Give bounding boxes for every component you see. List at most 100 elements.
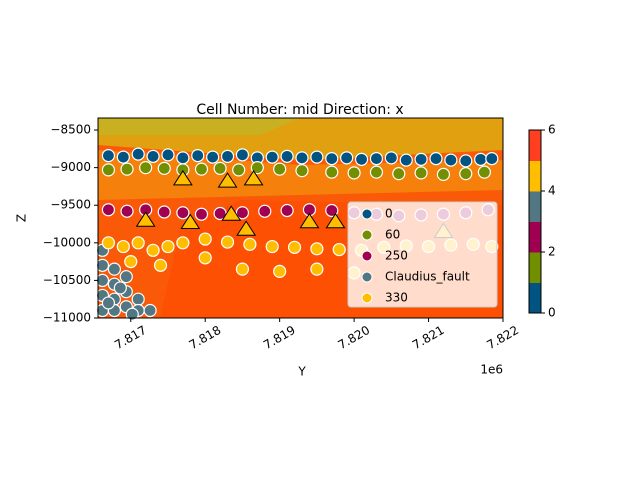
orientation (325, 212, 346, 229)
legend-marker (361, 208, 373, 220)
point (485, 152, 499, 166)
point (325, 152, 339, 166)
point (176, 236, 190, 250)
point (101, 203, 116, 217)
colorbar-segment (529, 191, 541, 222)
colorbar-tick-label: 0 (548, 306, 556, 320)
point (459, 167, 473, 181)
point (399, 153, 413, 167)
point (131, 147, 145, 161)
point (157, 161, 171, 175)
orientation (135, 211, 156, 227)
point (131, 236, 145, 250)
colorbar-tick-label: 6 (548, 123, 556, 137)
x-tick-label: 7.821 (410, 323, 447, 352)
point (139, 161, 153, 175)
point (332, 242, 346, 257)
orientation (180, 213, 201, 230)
chart-title: Cell Number: mid Direction: x (196, 102, 403, 118)
point (95, 258, 110, 272)
colorbar-segment (529, 282, 541, 314)
point (107, 262, 121, 276)
colorbar-tick-label: 4 (548, 184, 556, 198)
orientation (221, 205, 242, 221)
colorbar-segment (529, 252, 541, 283)
x-tick-label: 7.820 (335, 323, 372, 352)
point (273, 162, 287, 176)
point (220, 149, 235, 163)
point (198, 251, 212, 265)
point (310, 262, 324, 276)
point (243, 237, 257, 251)
point (176, 206, 190, 220)
point (287, 240, 302, 254)
x-tick-label: 7.817 (112, 323, 149, 352)
point (340, 151, 354, 165)
point (325, 203, 339, 218)
point (310, 242, 324, 256)
x-tick-label: 7.822 (484, 323, 521, 352)
point (429, 152, 443, 166)
point (369, 165, 384, 179)
point (384, 151, 398, 165)
point (194, 162, 209, 176)
point (477, 165, 491, 179)
point (414, 166, 428, 180)
orientation (236, 220, 257, 236)
point (113, 281, 127, 295)
point (273, 264, 287, 278)
point (280, 149, 294, 163)
legend-marker (361, 229, 373, 241)
orientation (217, 172, 238, 188)
x-offset-text: 1e6 (480, 363, 503, 377)
point (474, 152, 488, 166)
point (191, 148, 205, 163)
point (235, 148, 250, 162)
orientation (172, 169, 193, 186)
colorbar-tick-label: 2 (548, 245, 556, 259)
point (295, 151, 309, 165)
point (101, 148, 116, 163)
point (459, 154, 473, 168)
point (143, 303, 157, 318)
point (436, 167, 451, 181)
point (124, 255, 138, 269)
point (310, 150, 324, 164)
point (176, 151, 190, 165)
y-tick-label: −8500 (50, 123, 91, 137)
y-tick-label: −10000 (43, 235, 91, 249)
point (120, 204, 134, 218)
point (116, 239, 130, 254)
point (206, 150, 220, 164)
point (194, 207, 209, 221)
colorbar-segment (529, 160, 541, 192)
legend-box (347, 201, 498, 308)
point (250, 161, 264, 175)
x-tick-label: 7.819 (261, 323, 298, 352)
legend-marker (361, 292, 373, 304)
point (161, 239, 175, 254)
point (232, 163, 246, 177)
y-axis-label: Z (15, 214, 29, 222)
point (220, 235, 235, 249)
orientation (243, 169, 264, 186)
point (280, 203, 294, 218)
x-tick-label: 7.818 (187, 323, 224, 352)
point (161, 148, 175, 162)
point (354, 152, 369, 166)
legend-marker (361, 250, 373, 262)
colorbar-segment (529, 130, 541, 161)
colorbar-segment (529, 221, 541, 253)
point (101, 236, 116, 250)
orientation (299, 212, 320, 229)
point (101, 296, 116, 310)
point (265, 150, 279, 164)
point (295, 164, 309, 178)
point (119, 270, 133, 284)
point (265, 239, 279, 254)
point (153, 258, 168, 272)
colorbar-frame (528, 129, 542, 314)
point (146, 243, 160, 257)
point (198, 232, 212, 246)
